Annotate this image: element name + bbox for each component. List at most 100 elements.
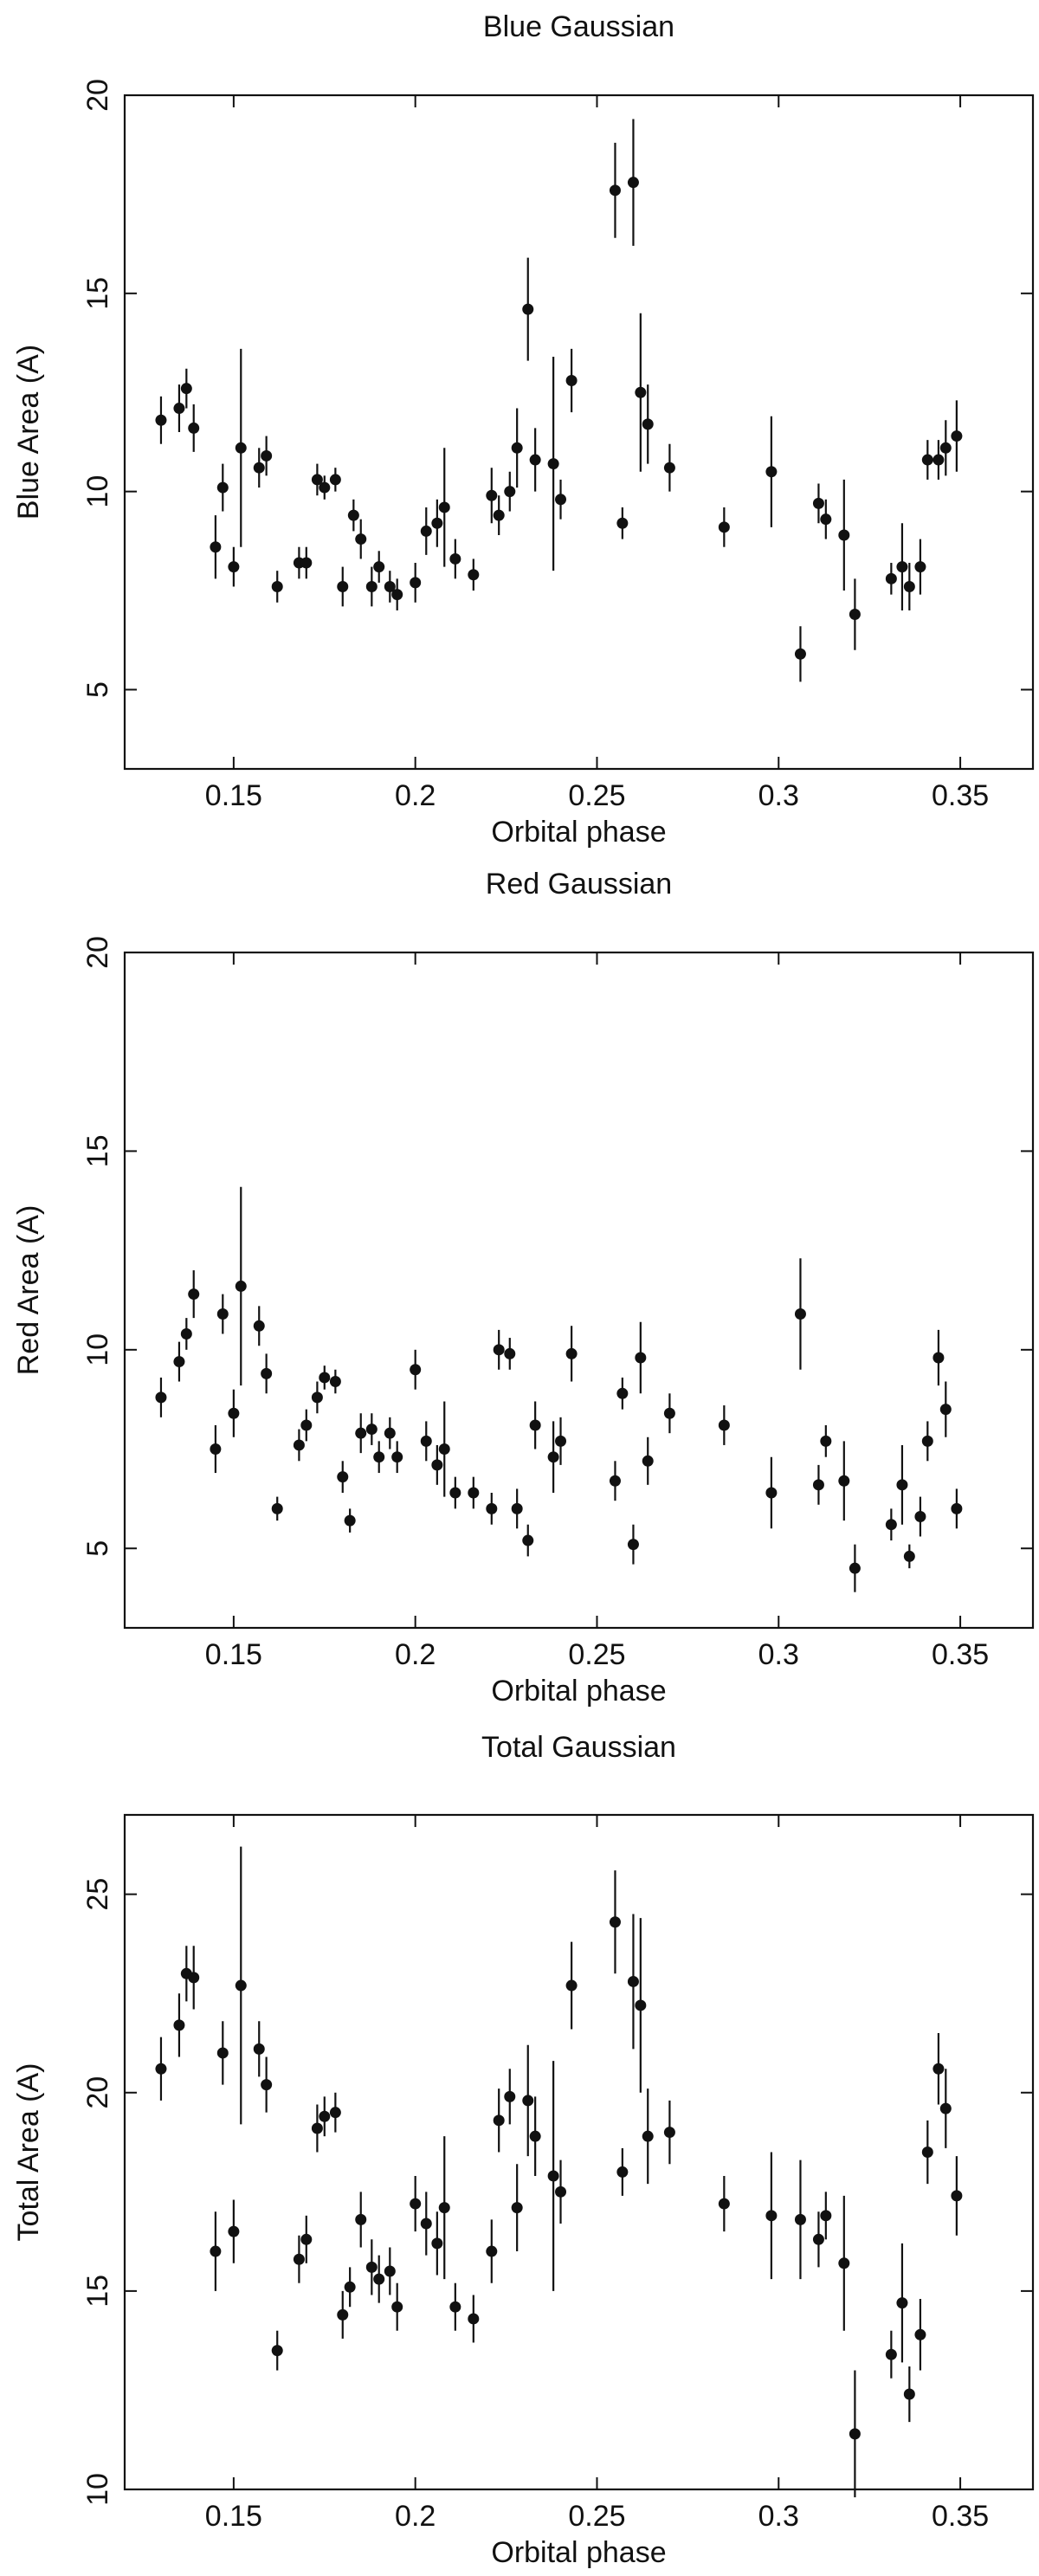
blue-data-point [718, 521, 730, 533]
total-y-tick-label: 10 [81, 2473, 114, 2506]
red-data-point [511, 1502, 523, 1514]
red-data-point [235, 1280, 247, 1292]
total-data-point [885, 2348, 897, 2360]
red-data-point [319, 1372, 331, 1384]
red-data-point [522, 1534, 534, 1546]
red-data-point [903, 1550, 915, 1562]
total-data-point [896, 2297, 908, 2309]
red-data-point [486, 1502, 498, 1514]
blue-y-tick-label: 20 [81, 79, 114, 112]
total-data-point [300, 2233, 313, 2245]
blue-x-tick-label: 0.15 [205, 779, 262, 812]
total-data-point [468, 2313, 480, 2325]
total-y-tick-label: 25 [81, 1878, 114, 1911]
blue-data-point [384, 580, 396, 592]
red-data-point [885, 1519, 897, 1531]
total-data-point [903, 2388, 915, 2400]
red-data-point [849, 1562, 861, 1574]
total-x-tick-label: 0.25 [568, 2500, 625, 2533]
red-data-point [642, 1455, 654, 1467]
red-x-tick-label: 0.3 [758, 1638, 799, 1671]
red-data-point [663, 1407, 675, 1419]
blue-x-tick-label: 0.2 [395, 779, 436, 812]
total-data-point [271, 2345, 283, 2357]
red-data-point [293, 1439, 305, 1451]
red-data-point [555, 1435, 567, 1447]
blue-data-point [486, 489, 498, 501]
blue-data-point [180, 383, 192, 395]
blue-data-point [355, 533, 367, 546]
red-data-point [329, 1376, 341, 1388]
total-data-point [511, 2202, 523, 2214]
blue-data-point [420, 525, 432, 537]
total-chart-title: Total Gaussian [481, 1731, 676, 1764]
blue-data-point [271, 580, 283, 592]
total-data-point [210, 2245, 222, 2257]
blue-data-point [849, 609, 861, 621]
red-data-point [173, 1356, 185, 1368]
total-data-point [616, 2166, 629, 2178]
red-data-point [337, 1471, 349, 1483]
red-y-tick-label: 20 [81, 936, 114, 969]
blue-data-point [933, 454, 945, 466]
red-data-point [449, 1487, 461, 1499]
red-x-tick-label: 0.25 [568, 1638, 625, 1671]
red-data-point [627, 1539, 639, 1551]
blue-data-point [794, 648, 806, 660]
blue-data-point [329, 474, 341, 486]
total-data-point [449, 2301, 461, 2313]
total-data-point [849, 2428, 861, 2440]
total-data-point [493, 2114, 505, 2127]
blue-data-point [449, 552, 461, 565]
blue-data-point [391, 589, 403, 601]
red-data-point [271, 1502, 283, 1514]
total-data-point [522, 2095, 534, 2107]
red-data-point [228, 1407, 240, 1419]
total-data-point [642, 2130, 654, 2142]
red-data-point [468, 1487, 480, 1499]
red-data-point [373, 1451, 385, 1463]
blue-chart-title: Blue Gaussian [483, 10, 674, 43]
red-x-tick-label: 0.35 [932, 1638, 989, 1671]
total-data-point [293, 2253, 305, 2265]
red-y-tick-label: 15 [81, 1134, 114, 1167]
blue-data-point [410, 577, 422, 589]
blue-data-point [210, 541, 222, 553]
red-data-point [718, 1419, 730, 1431]
blue-data-point [903, 580, 915, 592]
total-y-tick-label: 15 [81, 2275, 114, 2308]
red-data-point [261, 1367, 273, 1379]
red-data-point [210, 1443, 222, 1456]
blue-data-point [173, 403, 185, 415]
blue-y-axis-label: Blue Area (A) [12, 345, 45, 520]
total-data-point [384, 2265, 396, 2277]
blue-data-point [253, 462, 265, 474]
red-data-point [933, 1352, 945, 1364]
red-data-point [951, 1502, 963, 1514]
total-data-point [438, 2202, 450, 2214]
blue-data-point [820, 513, 832, 526]
blue-data-point [838, 529, 850, 541]
blue-data-point [896, 561, 908, 573]
blue-data-point [216, 481, 229, 494]
red-data-point [410, 1364, 422, 1376]
red-data-point [420, 1435, 432, 1447]
blue-data-point [939, 442, 952, 454]
total-plot-frame [123, 1813, 1035, 2491]
total-data-point [337, 2308, 349, 2321]
blue-y-tick-label: 5 [81, 681, 114, 698]
red-data-point [565, 1347, 578, 1359]
total-data-point [812, 2233, 824, 2245]
blue-data-point [300, 557, 313, 569]
red-data-point [180, 1327, 192, 1340]
red-data-point [493, 1344, 505, 1356]
total-data-point [921, 2147, 933, 2158]
total-data-point [329, 2107, 341, 2119]
red-data-point [344, 1514, 356, 1527]
red-data-point [794, 1308, 806, 1320]
total-data-point [765, 2210, 778, 2222]
red-data-point [155, 1391, 167, 1404]
red-data-point [547, 1451, 559, 1463]
red-data-point [504, 1347, 516, 1359]
